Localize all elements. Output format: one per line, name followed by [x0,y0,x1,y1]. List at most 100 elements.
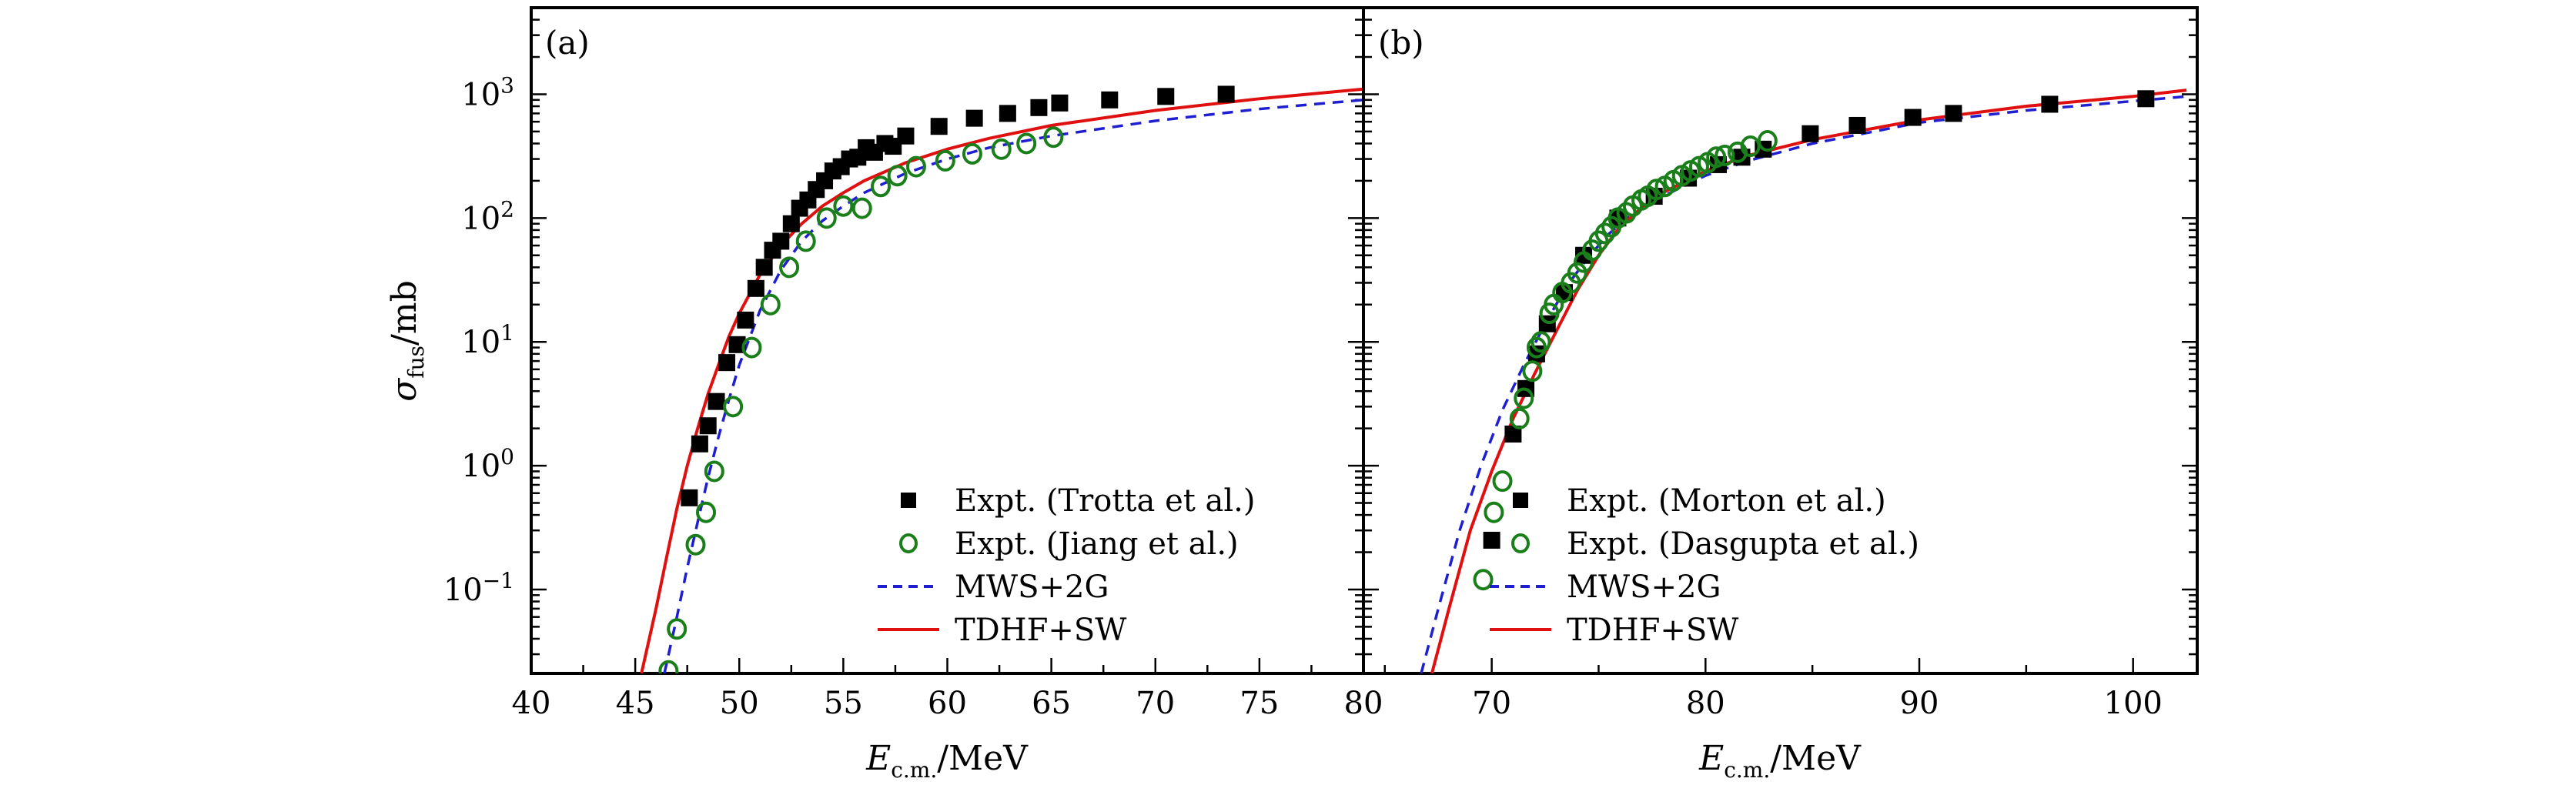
legend-label: TDHF+SW [1567,613,1738,648]
data-point-circle [1646,179,1667,201]
data-point-circle [1522,360,1543,382]
data-point-circle [1514,387,1534,409]
data-point-circle [685,533,706,556]
data-point-square [1802,125,1819,142]
data-point-square [2137,90,2155,108]
legend-label: Expt. (Trotta et al.) [955,483,1256,519]
data-point-circle [1616,202,1637,224]
data-point-circle [658,660,679,673]
data-point-square [728,336,746,353]
data-point-circle [1715,145,1735,167]
legend-label: Expt. (Dasgupta et al.) [1567,526,1919,562]
data-point-square [755,259,773,276]
x-axis-title-b-sub: c.m. [1724,757,1770,783]
data-point-circle [667,618,687,640]
plot-area [640,85,1363,673]
data-point-square [691,435,708,453]
data-point-circle [905,155,926,178]
data-point-square [1945,105,1962,122]
data-point-circle [1016,132,1037,155]
legend-marker-square [1513,493,1528,508]
data-point-circle [1727,141,1748,163]
data-point-circle [851,197,872,219]
legend-label: Expt. (Morton et al.) [1567,483,1886,519]
y-tick-label: 102 [461,196,514,236]
plot-frame [530,6,1365,675]
plot-frame [1362,6,2199,675]
data-point-circle [723,396,744,418]
data-point-square [999,105,1016,122]
data-point-square [1904,109,1922,126]
y-tick-label: 100 [461,444,514,484]
data-point-circle [704,460,724,483]
y-axis-title-unit: /mb [385,280,424,346]
x-tick-label: 70 [1136,686,1175,721]
x-tick-label: 90 [1900,686,1939,721]
data-point-square [1483,531,1500,549]
data-point-square [718,354,736,372]
data-point-square [782,215,800,232]
data-point-square [1157,88,1175,105]
x-tick-label: 100 [2104,686,2163,721]
x-tick-label: 40 [512,686,551,721]
data-point-circle [1043,126,1064,149]
data-point-square [930,118,948,135]
y-axis-title: σfus/mb [385,280,429,402]
data-point-square [747,279,764,297]
legend-label: MWS+2G [955,570,1109,605]
panel-label-a: (a) [545,24,590,62]
data-point-square [1101,91,1119,109]
data-point-circle [1531,331,1551,353]
x-axis-title-b-main: E [1698,739,1724,778]
data-point-circle [833,195,854,217]
data-point-square [965,109,983,127]
x-axis-title-a-main: E [865,739,891,778]
data-point-circle [760,293,781,316]
x-tick-label: 55 [824,686,863,721]
x-tick-label: 80 [1686,686,1725,721]
x-axis-title-b-unit: /MeV [1770,739,1862,778]
x-axis-title-a-sub: c.m. [891,757,937,783]
panel-b: 70 80 90 100 Expt. (Morton et al.) Expt. (Das… [1362,6,2199,721]
data-point-square [897,127,915,145]
data-point-circle [795,230,816,252]
x-tick-label: 65 [1032,686,1071,721]
data-point-circle [1706,146,1727,169]
data-point-circle [779,256,800,279]
x-tick-label: 80 [1344,686,1383,721]
y-tick-label: 101 [461,320,514,360]
panel-label-b: (b) [1378,24,1424,62]
data-point-square [1051,94,1069,112]
x-tick-label: 70 [1472,686,1511,721]
x-tick-label: 45 [616,686,655,721]
data-point-square [1030,99,1048,116]
data-point-circle [816,207,837,229]
data-point-circle [962,142,982,165]
y-axis-title-sub: fus [403,346,429,379]
plot-area [1420,89,2187,673]
data-point-square [737,311,754,329]
x-axis-title-b: Ec.m./MeV [1698,739,1862,783]
data-point-circle [887,165,908,187]
x-axis-title-a-unit: /MeV [937,739,1029,778]
series-line-mws-2g [663,99,1363,673]
data-point-circle [1567,262,1587,284]
panel-a: 40 45 50 55 60 65 70 75 80 10−1 100 101 102 103 Expt. … [443,6,1383,721]
data-point-circle [1484,501,1504,523]
data-point-circle [871,175,892,198]
legend-label: MWS+2G [1567,570,1721,605]
x-tick-label: 60 [928,686,967,721]
y-axis-title-main: σ [385,377,424,402]
data-point-square [1217,85,1235,103]
data-point-circle [696,501,717,523]
y-tick-label: 10−1 [443,568,514,608]
y-tick-label: 103 [461,72,514,112]
data-point-square [1504,426,1522,443]
data-point-circle [741,336,762,359]
data-point-square [772,232,790,250]
data-point-circle [935,149,955,172]
legend-label: TDHF+SW [955,613,1126,648]
data-point-circle [1526,336,1547,359]
svg-text:σfus/mb: σfus/mb [385,280,429,402]
